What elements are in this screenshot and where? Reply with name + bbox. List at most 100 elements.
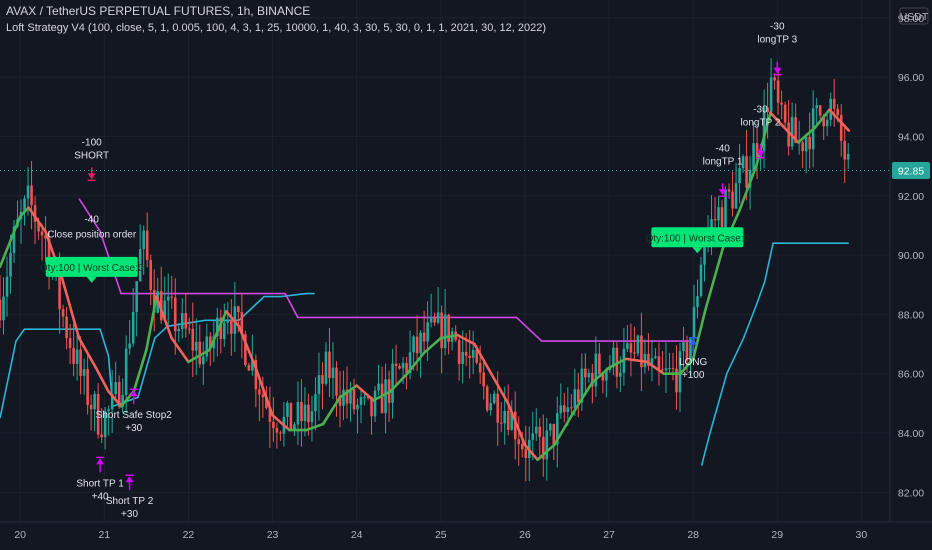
price-axis[interactable] xyxy=(890,0,932,522)
strategy-legend[interactable]: Loft Strategy V4 (100, close, 5, 1, 0.00… xyxy=(6,22,546,34)
arrow-head xyxy=(756,150,765,157)
candle xyxy=(370,396,373,435)
annotation-text: +30 xyxy=(125,423,142,434)
candle-body xyxy=(93,393,96,410)
candle xyxy=(324,342,328,386)
candle-body xyxy=(216,317,219,337)
candle-body xyxy=(699,264,703,296)
candle-body xyxy=(331,367,335,379)
candle-body xyxy=(251,359,254,371)
price-tick-label: 88.00 xyxy=(898,309,924,321)
candle-body xyxy=(324,351,328,384)
candle xyxy=(328,328,331,398)
candle xyxy=(499,402,503,432)
currency-badge[interactable]: USDT xyxy=(899,7,929,25)
candle xyxy=(247,362,251,371)
candle xyxy=(531,411,535,461)
candle xyxy=(40,223,44,261)
trailing-stop-left xyxy=(0,292,315,419)
candle xyxy=(300,379,303,447)
candle-body xyxy=(173,297,177,332)
candle-body xyxy=(626,343,629,349)
candle-body xyxy=(79,349,82,376)
candle-body xyxy=(587,373,591,378)
candle-body xyxy=(790,117,794,147)
candle-body xyxy=(349,389,352,404)
ma-segment xyxy=(60,277,81,340)
candle-body xyxy=(240,311,244,335)
ma-segment xyxy=(738,164,758,212)
annotation-text: Short TP 1 xyxy=(76,478,124,489)
candle xyxy=(145,212,149,268)
candle xyxy=(226,302,230,335)
candle-body xyxy=(0,299,2,321)
candle-body xyxy=(138,249,142,282)
candle xyxy=(142,225,146,275)
candle xyxy=(261,376,265,418)
candle-body xyxy=(373,390,377,417)
price-tick-label: 86.00 xyxy=(898,369,924,381)
date-tick-label: 29 xyxy=(771,529,783,541)
candle-body xyxy=(307,404,310,423)
candle-body xyxy=(72,347,75,364)
candle xyxy=(720,199,724,228)
candle-body xyxy=(517,439,521,445)
candle-body xyxy=(531,433,535,440)
candle xyxy=(96,383,100,439)
candle xyxy=(825,113,829,136)
candle-body xyxy=(573,389,577,408)
candle xyxy=(843,126,847,183)
chart-symbol-title[interactable]: AVAX / TetherUS PERPETUAL FUTURES, 1h, B… xyxy=(6,4,311,18)
candle-body xyxy=(401,362,405,369)
candle-body xyxy=(342,389,345,406)
annotation-text: longTP 3 xyxy=(757,35,797,46)
candle xyxy=(629,323,633,377)
ma-segment xyxy=(321,396,342,426)
candle xyxy=(815,97,818,127)
candle xyxy=(314,377,317,431)
candle-body xyxy=(633,352,636,354)
candle xyxy=(482,362,485,400)
candle-body xyxy=(825,119,829,127)
date-tick-label: 27 xyxy=(603,529,615,541)
candle xyxy=(138,224,142,282)
candle-body xyxy=(2,296,5,321)
candle xyxy=(135,281,138,337)
candle-body xyxy=(96,393,100,435)
candle-body xyxy=(223,322,226,340)
candle xyxy=(394,344,398,386)
candle-body xyxy=(149,260,153,290)
candle-body xyxy=(258,389,261,395)
candle xyxy=(89,394,93,431)
ma-segment xyxy=(254,366,274,417)
candle xyxy=(352,378,356,415)
candle xyxy=(240,292,244,359)
candle-body xyxy=(26,185,30,199)
candle xyxy=(335,361,338,417)
arrow-head xyxy=(87,173,96,180)
ma-segment xyxy=(679,357,695,376)
annotation-text: -30 xyxy=(770,22,785,33)
candle-body xyxy=(776,80,780,103)
candle xyxy=(598,343,601,378)
candle xyxy=(359,388,363,424)
ma-segment xyxy=(187,348,211,364)
candle xyxy=(275,422,279,449)
candle-body xyxy=(194,341,198,351)
candle-body xyxy=(415,336,419,354)
candle-body xyxy=(422,332,426,342)
candle xyxy=(636,334,640,357)
annotation-text: +100 xyxy=(682,370,705,381)
candle-body xyxy=(846,153,850,160)
candle-body xyxy=(548,424,552,431)
candle-body xyxy=(832,98,836,109)
ma-segment xyxy=(691,307,708,361)
candle xyxy=(303,386,307,437)
candle-body xyxy=(272,421,275,429)
candle xyxy=(773,73,776,90)
candle xyxy=(187,317,191,335)
candle-body xyxy=(815,105,818,109)
candle xyxy=(657,342,661,386)
candle-body xyxy=(734,183,738,209)
